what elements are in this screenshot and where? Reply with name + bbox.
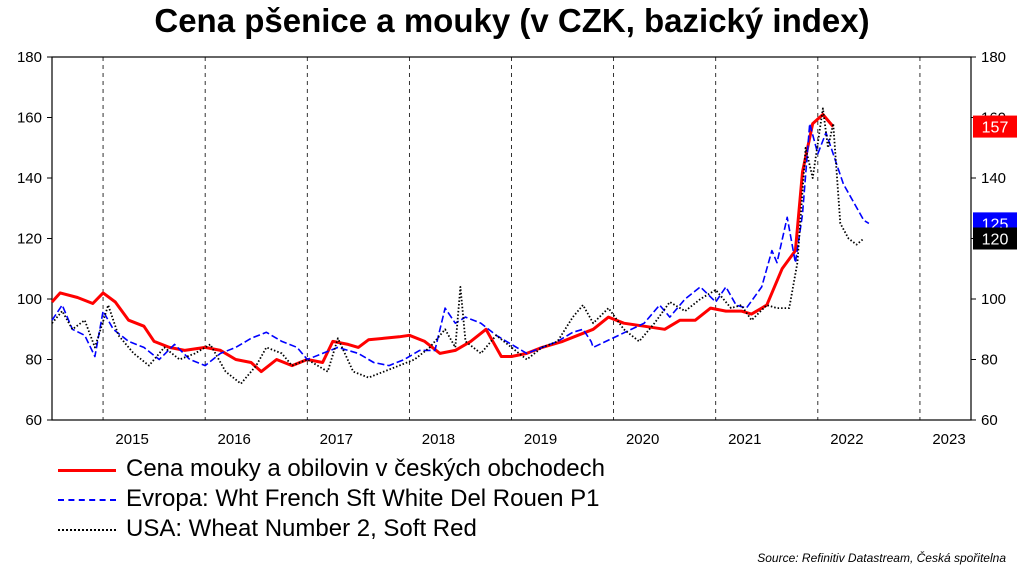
chart-title: Cena pšenice a mouky (v CZK, bazický ind… [154,2,870,39]
x-tick-label: 2016 [218,431,251,448]
series-lines [50,107,870,385]
x-tick-label: 2017 [320,431,353,448]
x-tick-label: 2021 [728,431,761,448]
y-tick-label-right: 60 [981,412,998,429]
line-chart: 6060808010010012012014014016016018018020… [17,49,1017,448]
y-tick-label-left: 140 [17,170,42,187]
y-tick-label-left: 100 [17,291,42,308]
end-label-box [973,227,1017,250]
series-line [51,107,865,385]
y-tick-label-left: 80 [25,352,42,369]
legend-swatch-black [58,529,116,531]
end-label-value: 120 [982,232,1009,249]
x-tick-label: 2019 [524,431,557,448]
y-tick-label-right: 140 [981,170,1006,187]
legend-label: Cena mouky a obilovin v českých obchodec… [126,455,605,482]
end-label-box [973,115,1017,138]
source-note: Source: Refinitiv Datastream, Česká spoř… [757,551,1006,565]
x-tick-label: 2022 [830,431,863,448]
x-tick-label: 2020 [626,431,659,448]
y-tick-label-left: 160 [17,110,42,127]
legend-label: USA: Wheat Number 2, Soft Red [126,515,477,542]
x-tick-label: 2023 [932,431,965,448]
y-tick-label-left: 60 [25,412,42,429]
y-tick-label-right: 80 [981,352,998,369]
x-tick-label: 2018 [422,431,455,448]
legend-swatch-red [58,469,116,472]
x-tick-label: 2015 [115,431,148,448]
legend-label: Evropa: Wht French Sft White Del Rouen P… [126,485,600,512]
y-tick-label-left: 180 [17,49,42,66]
series-line [51,122,870,367]
y-tick-label-right: 100 [981,291,1006,308]
legend-swatch-blue [58,499,116,501]
plot-frame [51,56,972,421]
end-label-value: 157 [982,120,1009,137]
y-tick-label-right: 180 [981,49,1006,66]
y-tick-label-left: 120 [17,231,42,248]
